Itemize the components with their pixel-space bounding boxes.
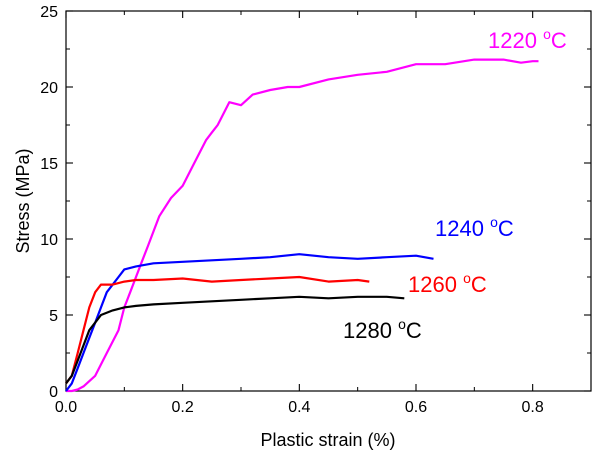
x-axis-label: Plastic strain (%) xyxy=(260,430,395,450)
x-tick-label: 0.6 xyxy=(405,399,427,416)
y-tick-label: 5 xyxy=(49,308,58,325)
y-tick-label: 25 xyxy=(40,4,58,21)
x-tick-label: 0.0 xyxy=(55,399,77,416)
series-line-0 xyxy=(66,58,539,393)
y-tick-label: 15 xyxy=(40,156,58,173)
series-label-2: 1260 oC xyxy=(408,270,487,297)
series-line-1 xyxy=(65,253,434,392)
plot-frame xyxy=(65,10,592,392)
series-labels: 1220 oC 1240 oC 1260 oC 1280 oC xyxy=(343,26,567,343)
x-tick-label: 0.8 xyxy=(522,399,544,416)
y-tick-label: 10 xyxy=(40,232,58,249)
series-label-0: 1220 oC xyxy=(488,26,567,53)
axis-ticks xyxy=(65,10,592,392)
y-axis-label: Stress (MPa) xyxy=(13,148,33,253)
y-tick-label: 0 xyxy=(49,384,58,401)
series-line-3 xyxy=(65,295,405,385)
series-line-2 xyxy=(65,275,370,385)
series-label-1: 1240 oC xyxy=(435,214,514,241)
axis-tick-labels: 0.0 0.2 0.4 0.6 0.8 0 5 10 15 20 25 xyxy=(40,4,544,416)
series-label-3: 1280 oC xyxy=(343,316,422,343)
y-tick-label: 20 xyxy=(40,80,58,97)
x-tick-label: 0.4 xyxy=(288,399,310,416)
x-tick-label: 0.2 xyxy=(172,399,194,416)
series-lines xyxy=(65,58,539,393)
